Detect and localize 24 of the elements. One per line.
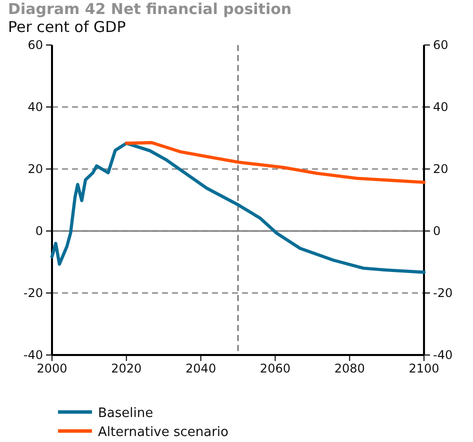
y-tick-label: 20: [28, 162, 43, 176]
y-tick-label: 40: [28, 100, 43, 114]
y2-tick-label: 0: [433, 224, 441, 238]
x-tick-label: 2080: [334, 362, 365, 376]
chart-subtitle: Per cent of GDP: [8, 18, 126, 36]
line-series: [50, 142, 426, 274]
y2-tick-label: 40: [433, 100, 448, 114]
y2-tick-label: 20: [433, 162, 448, 176]
x-tick-label: 2040: [186, 362, 216, 376]
y-tick-label: 0: [35, 224, 43, 238]
legend-label: Alternative scenario: [98, 425, 229, 440]
legend-label: Baseline: [98, 406, 154, 421]
x-tick-label: 2020: [111, 362, 142, 376]
y-tick-label: 60: [28, 38, 43, 52]
y-tick-label: -20: [23, 286, 43, 300]
y2-tick-label: -40: [433, 348, 453, 362]
y2-tick-label: 60: [433, 38, 448, 52]
y-tick-label: -40: [23, 348, 43, 362]
x-tick-label: 2100: [408, 362, 440, 376]
x-tick-label: 2000: [36, 362, 68, 376]
y2-tick-label: -20: [433, 286, 453, 300]
line-series: [124, 141, 426, 184]
x-tick-label: 2060: [260, 362, 290, 376]
chart-title: Diagram 42 Net financial position: [8, 0, 292, 18]
